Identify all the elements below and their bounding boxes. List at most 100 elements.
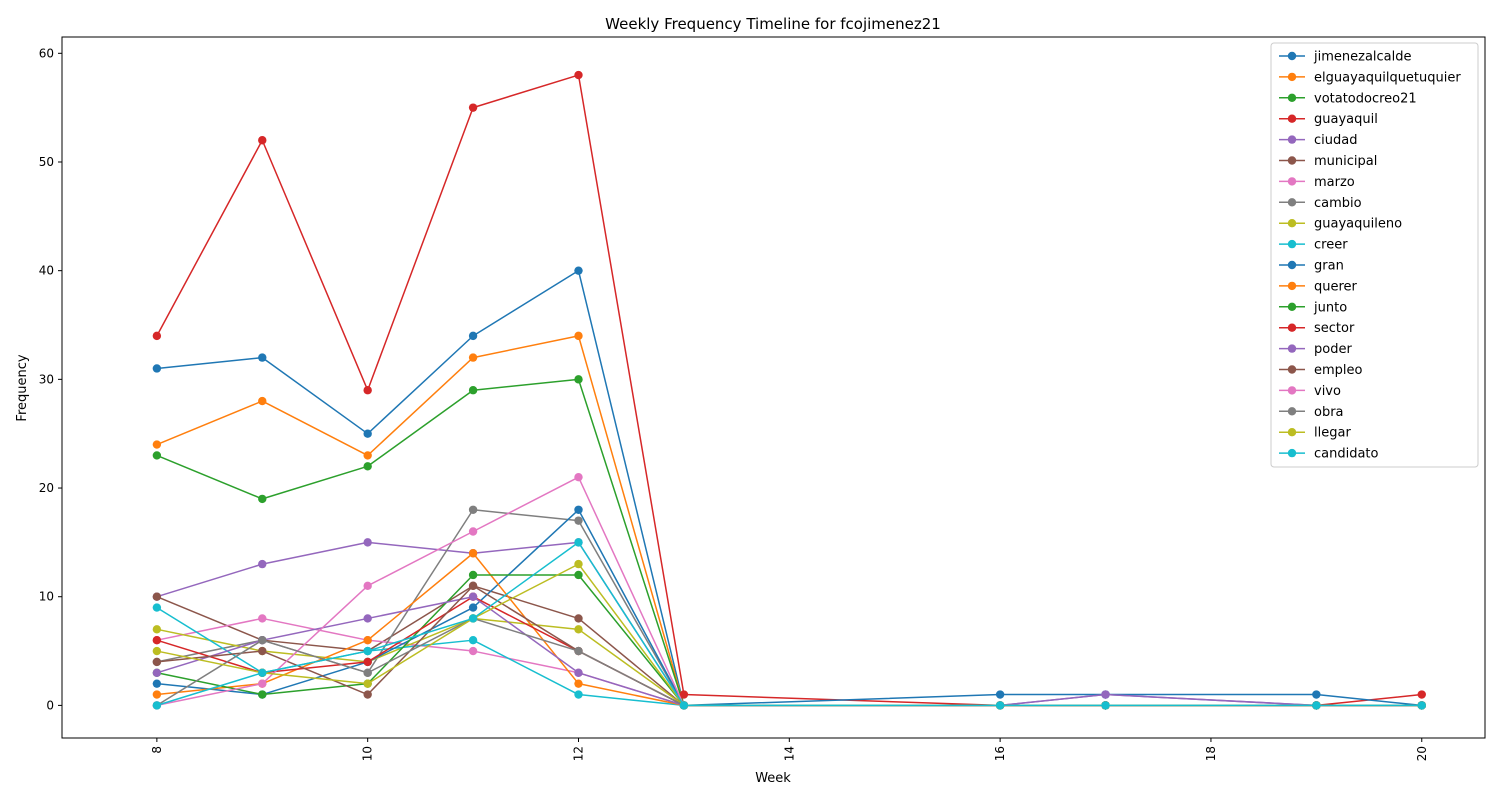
series-line-obra — [156, 617, 1422, 707]
series-line-jimenezalcalde — [156, 269, 1422, 707]
data-point-sector — [363, 657, 372, 667]
legend-item-junto: junto — [1279, 300, 1347, 315]
legend-item-guayaquil: guayaquil — [1279, 112, 1378, 127]
data-point-gran — [995, 690, 1005, 699]
chart-title: Weekly Frequency Timeline for fcojimenez… — [605, 15, 941, 33]
data-point-candidato — [574, 538, 583, 547]
data-point-guayaquil — [679, 690, 689, 699]
data-point-empleo — [363, 690, 372, 699]
legend-label: gran — [1314, 259, 1344, 274]
legend-label: cambio — [1314, 196, 1362, 211]
legend-marker — [1287, 72, 1297, 82]
series-line-gran — [156, 509, 1422, 707]
x-tick-label: 10 — [361, 746, 375, 761]
legend-label: junto — [1313, 300, 1347, 315]
data-point-candidato — [152, 701, 162, 710]
data-point-gran — [1312, 690, 1321, 699]
data-point-elguayaquilquetuquier — [363, 451, 372, 460]
legend-marker — [1287, 239, 1297, 249]
data-point-cambio — [574, 516, 583, 525]
data-point-querer — [363, 635, 372, 645]
data-point-obra — [258, 635, 267, 645]
data-point-llegar — [363, 679, 372, 688]
data-point-marzo — [468, 646, 478, 656]
data-point-gran — [468, 603, 478, 612]
data-point-municipal — [152, 592, 162, 601]
data-point-guayaquil — [152, 331, 162, 341]
data-point-sector — [152, 635, 162, 645]
legend-item-candidato: candidato — [1279, 447, 1379, 462]
x-tick-label: 18 — [1204, 746, 1218, 761]
legend-marker — [1287, 260, 1297, 270]
series-line-querer — [156, 552, 1422, 707]
data-point-candidato — [468, 614, 478, 623]
series-line-sector — [156, 595, 1422, 707]
legend-box — [1270, 42, 1479, 468]
data-point-poder — [468, 592, 478, 601]
data-point-poder — [1101, 690, 1110, 699]
series-line-guayaquil — [156, 74, 1422, 707]
series-line-guayaquileno — [156, 617, 1422, 707]
data-point-vivo — [574, 472, 583, 482]
data-point-candidato — [1312, 701, 1321, 710]
data-point-candidato — [1101, 701, 1110, 710]
data-point-jimenezalcalde — [152, 364, 162, 373]
legend-marker — [1287, 135, 1297, 144]
legend-item-vivo: vivo — [1279, 384, 1341, 399]
data-point-gran — [574, 505, 583, 514]
data-point-votatodocreo21 — [258, 494, 267, 504]
x-tick-label: 12 — [571, 746, 585, 761]
legend-item-marzo: marzo — [1279, 175, 1355, 190]
series-line-cambio — [156, 509, 1422, 707]
data-point-creer — [152, 603, 162, 612]
legend-marker — [1287, 407, 1297, 416]
legend-item-votatodocreo21: votatodocreo21 — [1279, 91, 1417, 106]
legend-label: guayaquileno — [1314, 217, 1402, 232]
legend-item-jimenezalcalde: jimenezalcalde — [1279, 50, 1412, 65]
legend-label: votatodocreo21 — [1314, 91, 1417, 106]
legend-label: municipal — [1314, 154, 1377, 169]
data-point-votatodocreo21 — [468, 386, 478, 395]
data-point-junto — [258, 690, 267, 699]
data-point-marzo — [258, 614, 267, 623]
legend-marker — [1287, 219, 1297, 228]
legend-marker — [1287, 302, 1297, 311]
series-obra — [152, 614, 1426, 710]
data-point-empleo — [258, 646, 267, 656]
data-point-vivo — [258, 679, 267, 688]
data-point-querer — [152, 690, 162, 699]
legend-marker — [1287, 156, 1297, 165]
data-point-creer — [468, 635, 478, 645]
data-point-jimenezalcalde — [258, 353, 267, 362]
legend-label: empleo — [1314, 363, 1363, 378]
data-point-candidato — [995, 701, 1005, 710]
data-point-guayaquileno — [152, 625, 162, 634]
data-point-ciudad — [363, 538, 372, 547]
data-point-cambio — [468, 505, 478, 514]
series-marzo — [152, 614, 1426, 710]
legend-marker — [1287, 177, 1297, 186]
series-line-empleo — [156, 585, 1422, 707]
data-point-obra — [363, 668, 372, 677]
data-point-poder — [574, 668, 583, 677]
legend-label: candidato — [1314, 447, 1379, 462]
y-tick-label: 60 — [39, 46, 54, 60]
series-guayaquileno — [152, 614, 1426, 710]
legend-label: ciudad — [1314, 133, 1357, 148]
data-point-poder — [152, 668, 162, 677]
data-point-jimenezalcalde — [574, 266, 583, 275]
data-point-guayaquil — [363, 386, 372, 395]
legend-label: llegar — [1314, 426, 1351, 441]
legend-item-creer: creer — [1279, 238, 1348, 253]
series-line-marzo — [156, 617, 1422, 707]
axes-frame — [61, 36, 1486, 739]
data-point-candidato — [1417, 701, 1426, 710]
legend-item-municipal: municipal — [1279, 154, 1377, 169]
legend-marker — [1287, 114, 1297, 123]
y-tick-label: 30 — [39, 372, 54, 386]
legend-item-llegar: llegar — [1279, 426, 1351, 441]
x-axis-label: Week — [755, 771, 791, 786]
y-axis-label: Frequency — [15, 354, 30, 421]
x-tick-label: 20 — [1415, 746, 1429, 761]
